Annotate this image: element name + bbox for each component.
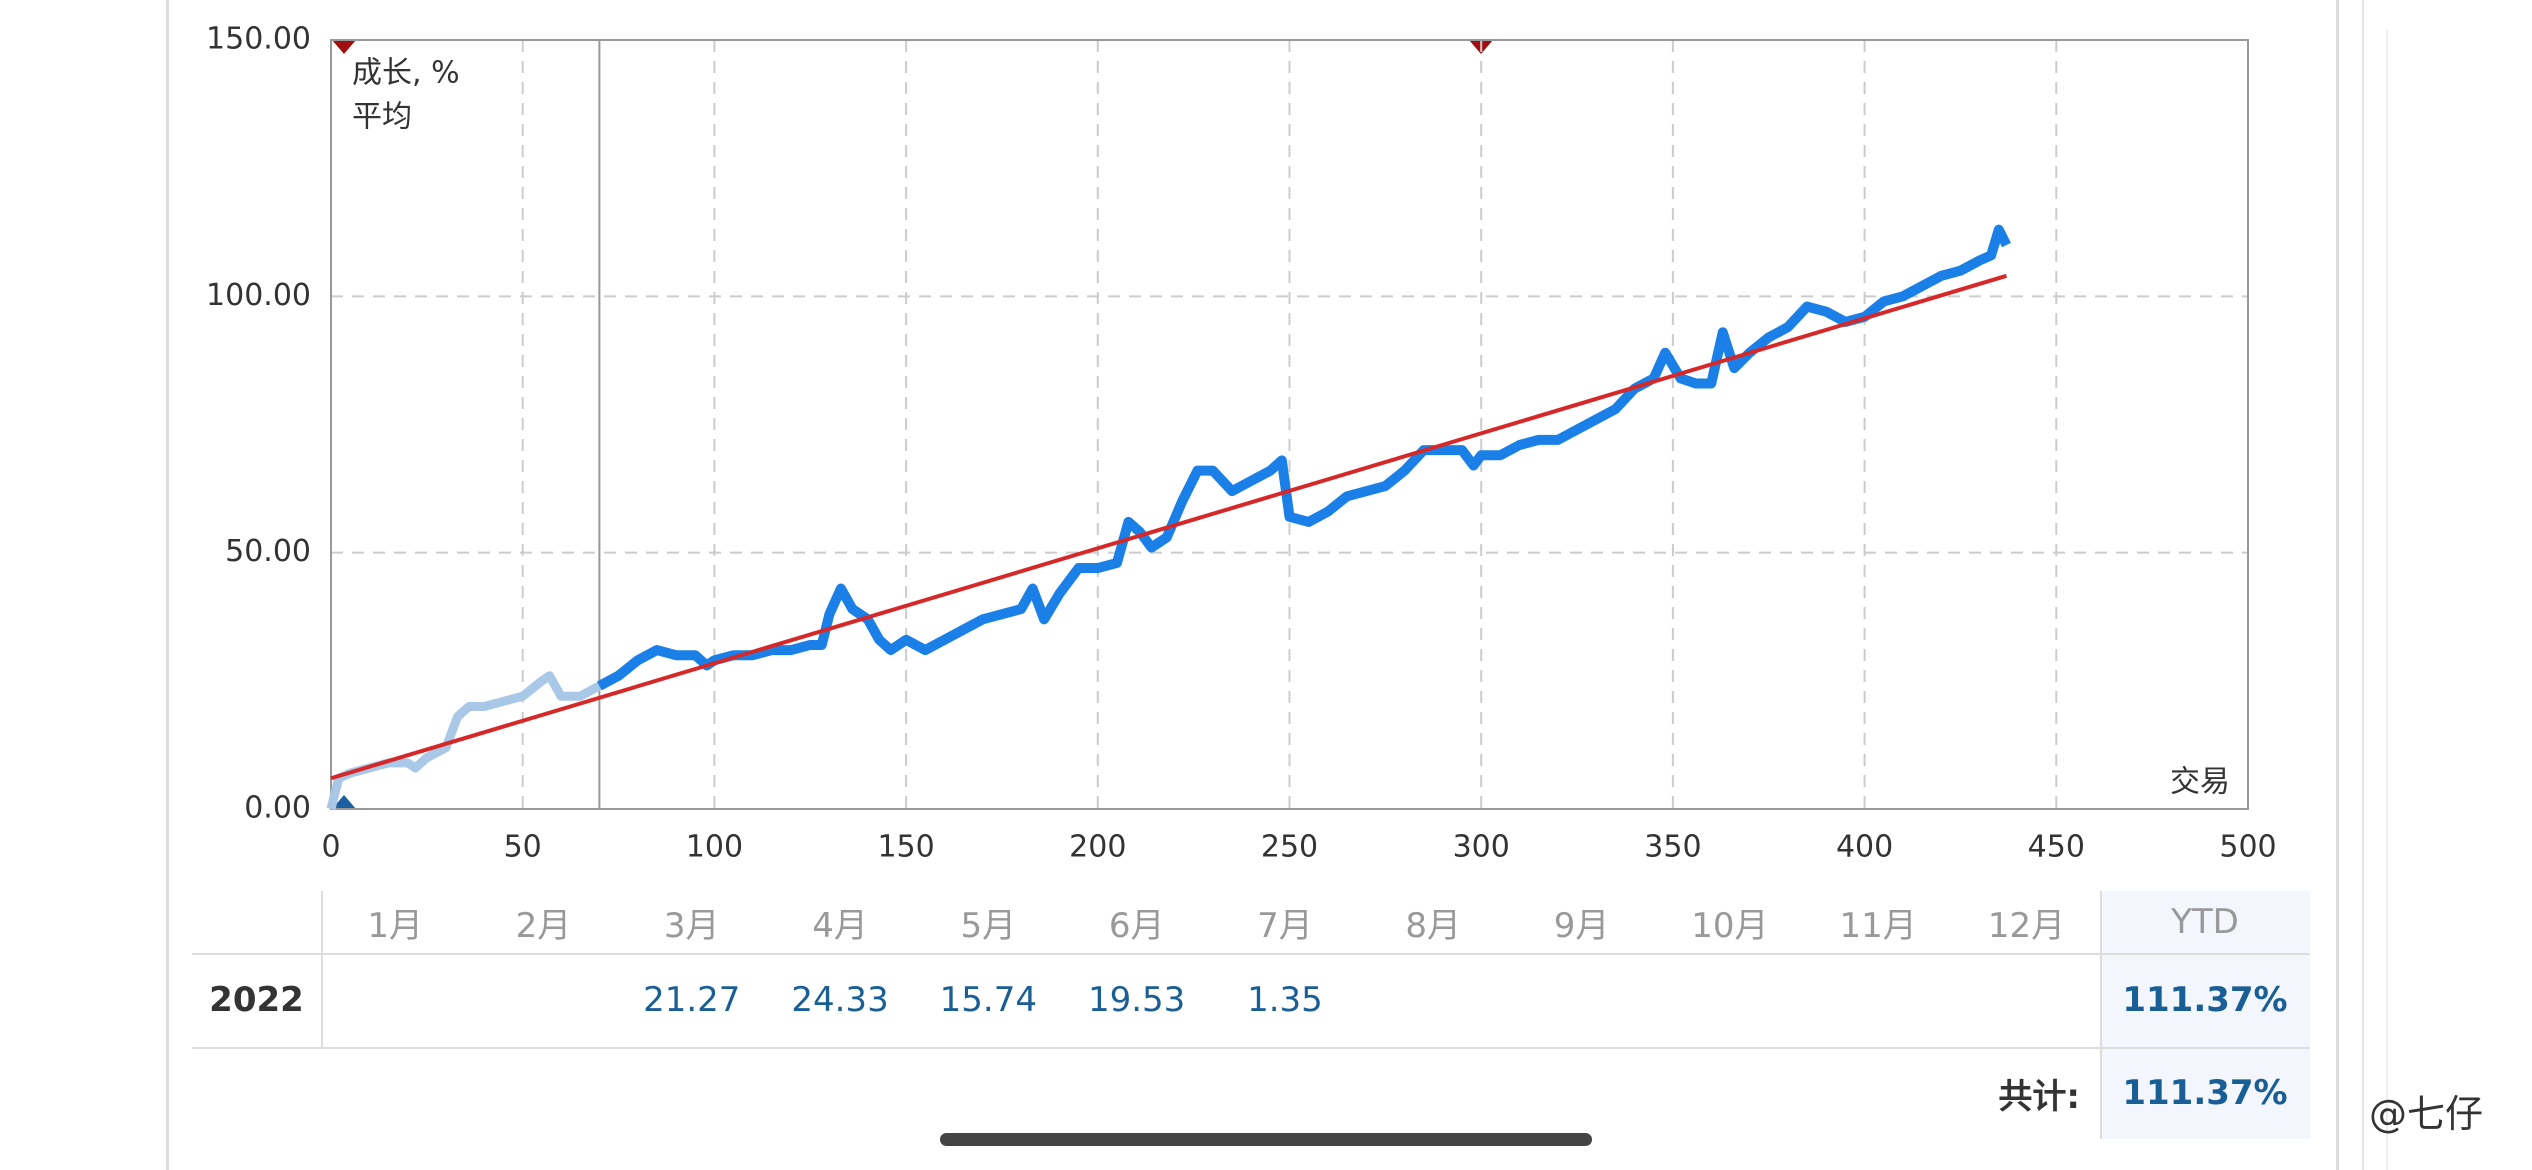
month-header: 8月 xyxy=(1405,905,1462,946)
month-header: 9月 xyxy=(1553,905,1610,946)
marker xyxy=(332,40,356,54)
month-value xyxy=(1952,953,2100,1047)
col-line xyxy=(321,891,323,1047)
month-value: 21.27 xyxy=(643,980,741,1020)
month-value: 15.74 xyxy=(939,980,1037,1020)
month-value xyxy=(321,953,469,1047)
month-value: 1.35 xyxy=(1247,980,1323,1020)
x-tick-label: 350 xyxy=(1644,830,1701,865)
month-header: 5月 xyxy=(960,905,1017,946)
legend-entry: 平均 xyxy=(352,100,412,135)
x-tick-label: 50 xyxy=(504,830,542,865)
year: 2022 xyxy=(209,980,304,1020)
month-header: 11月 xyxy=(1839,905,1917,946)
home-indicator xyxy=(940,1133,1592,1146)
col-line xyxy=(2100,891,2102,1139)
month-value xyxy=(1359,953,1507,1047)
x-tick-label: 150 xyxy=(877,830,934,865)
y-tick-label: 50.00 xyxy=(225,534,311,569)
x-tick-label: 400 xyxy=(1836,830,1893,865)
y-tick-label: 100.00 xyxy=(206,278,311,313)
month-value xyxy=(1804,953,1952,1047)
total-value: 111.37% xyxy=(2122,1073,2288,1113)
total-label: 共计: xyxy=(1998,1076,2080,1117)
x-axis-label: 交易 xyxy=(2170,765,2230,800)
chart: 交易 0 50 100 150 200 250 300 350 400 450 500 0.00 50.… xyxy=(206,22,2277,865)
line xyxy=(330,273,2008,781)
watermark: @七仔 xyxy=(2368,1091,2483,1136)
marker xyxy=(332,795,356,809)
month-header: 3月 xyxy=(663,905,720,946)
month-header: 2月 xyxy=(515,905,572,946)
ytd-bg xyxy=(2100,891,2310,1139)
month-value: 19.53 xyxy=(1087,980,1186,1020)
month-value xyxy=(469,953,617,1047)
y-tick-label: 150.00 xyxy=(206,22,311,57)
month-header: 12月 xyxy=(1987,905,2066,946)
ytd-value: 111.37% xyxy=(2122,980,2288,1020)
frame-line xyxy=(2336,0,2339,1170)
x-tick-label: 500 xyxy=(2219,830,2276,865)
x-tick-label: 450 xyxy=(2028,830,2085,865)
row-line xyxy=(192,953,2310,955)
month-header: 4月 xyxy=(812,905,868,946)
month-header: 10月 xyxy=(1691,905,1769,946)
month-value: 24.33 xyxy=(791,980,889,1020)
x-tick-label: 200 xyxy=(1069,830,1126,865)
row-line xyxy=(192,1047,2310,1049)
ytd-header: YTD xyxy=(2171,902,2239,942)
month-header: 7月 xyxy=(1257,905,1313,946)
month-value xyxy=(1507,953,1655,1047)
frame-line xyxy=(2386,30,2388,1170)
x-tick-label: 100 xyxy=(686,830,743,865)
x-tick-label: 0 xyxy=(321,830,340,865)
legend-entry: 成长, % xyxy=(352,56,460,91)
line xyxy=(326,671,602,811)
y-tick-label: 0.00 xyxy=(244,791,311,826)
x-tick-label: 300 xyxy=(1453,830,1510,865)
frame-line xyxy=(166,0,169,1170)
month-header: 1月 xyxy=(367,905,423,946)
line xyxy=(597,224,2011,691)
plot-border xyxy=(330,39,2249,810)
month-value xyxy=(1656,953,1804,1047)
frame-line xyxy=(2362,0,2364,1170)
month-header: 6月 xyxy=(1108,905,1165,946)
x-tick-label: 250 xyxy=(1261,830,1318,865)
